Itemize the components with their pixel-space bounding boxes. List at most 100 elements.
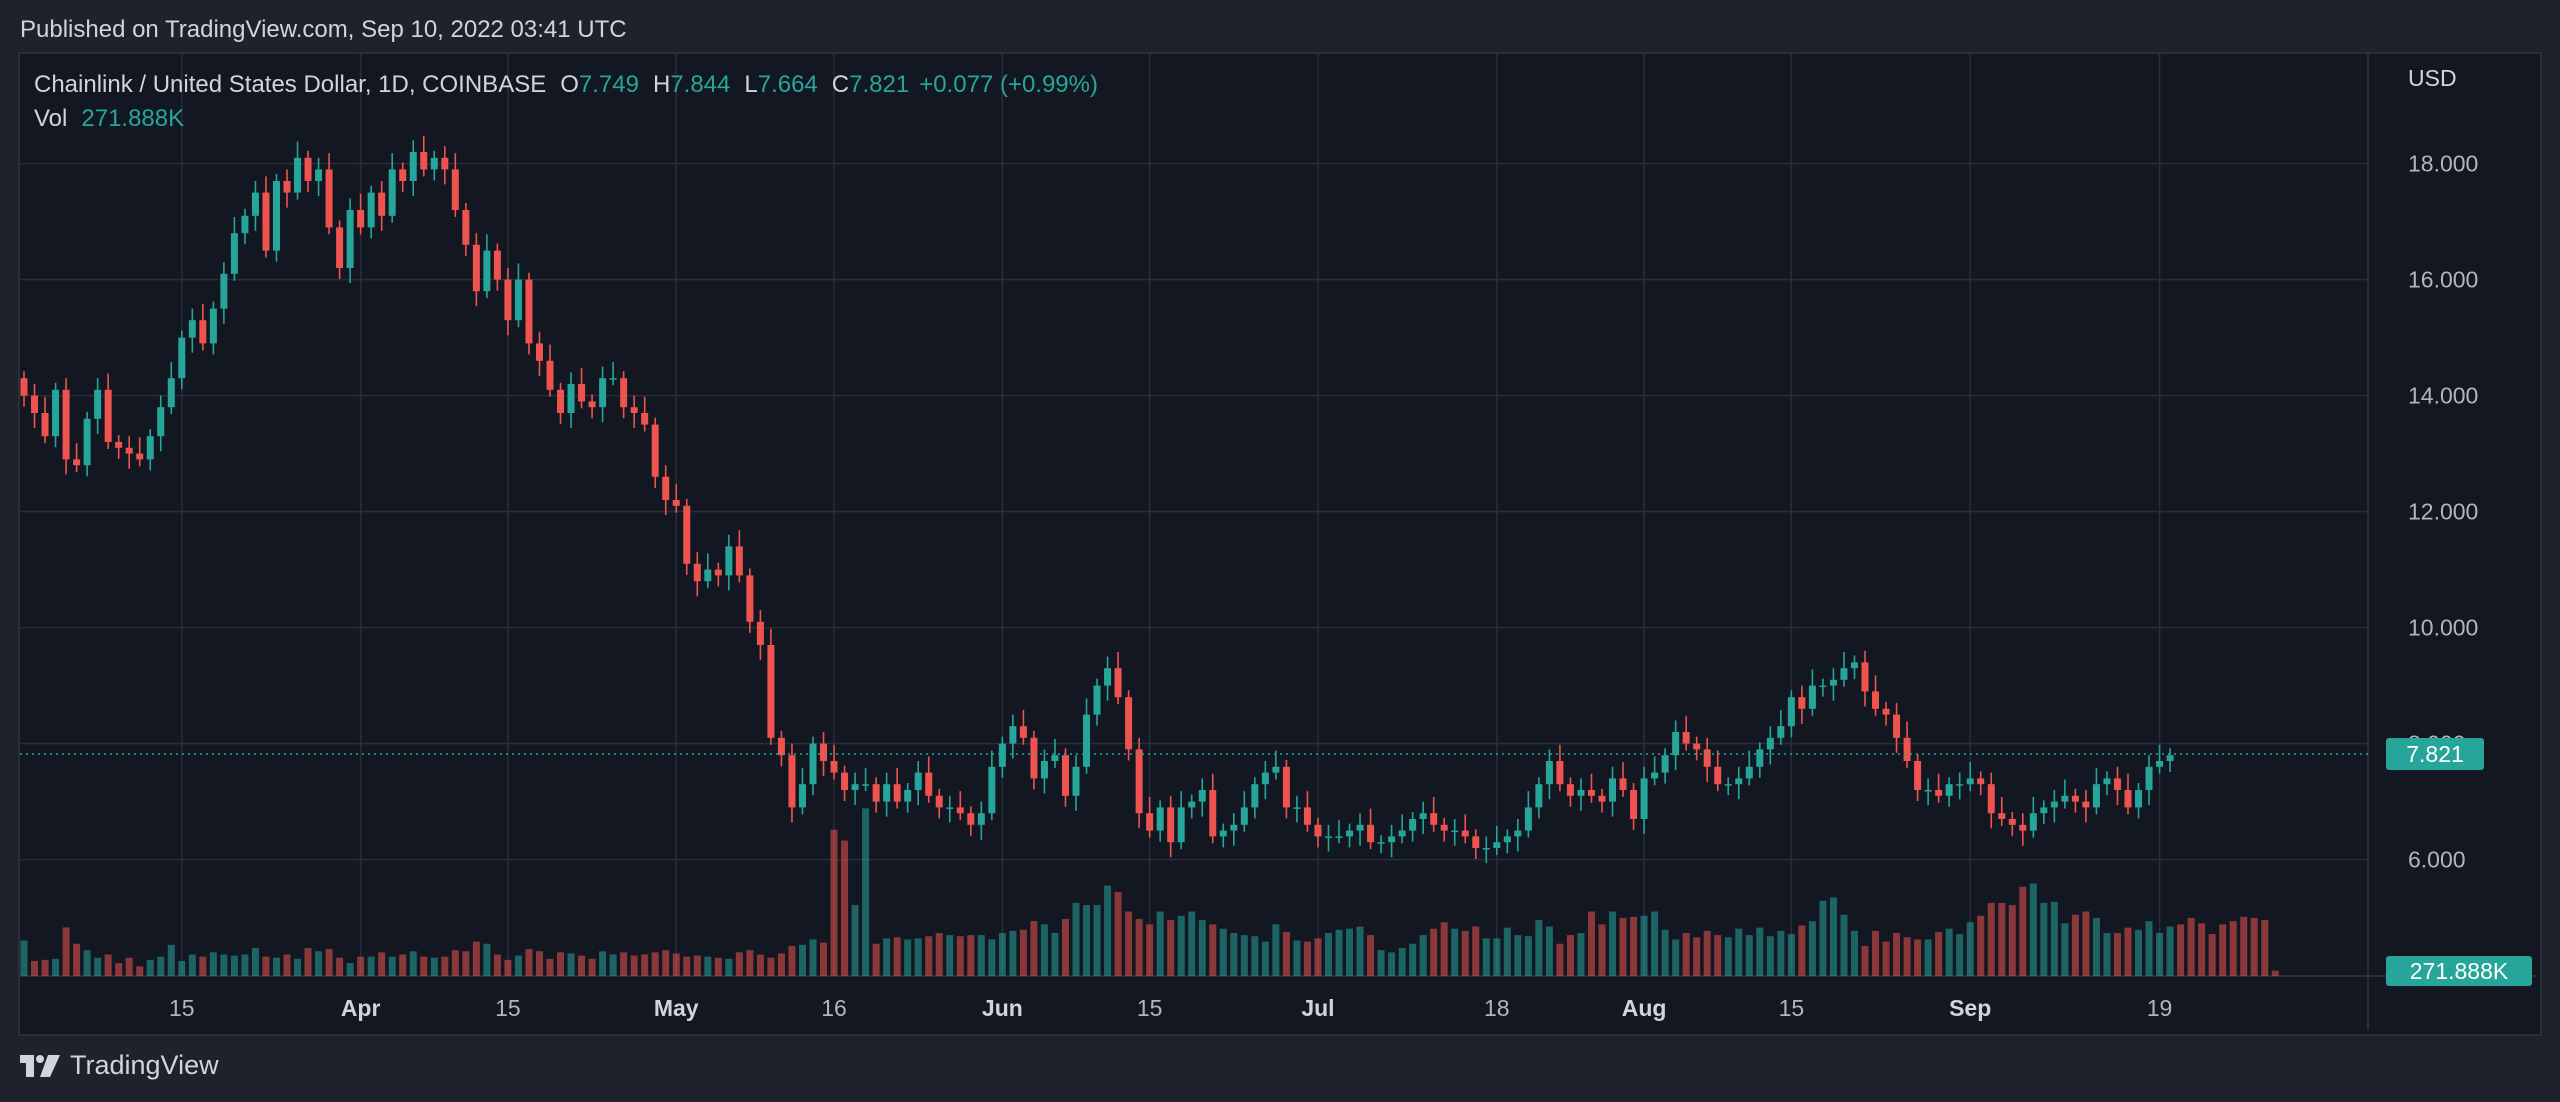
candle-body[interactable] xyxy=(525,279,533,344)
candle-body[interactable] xyxy=(2166,755,2174,761)
candle-body[interactable] xyxy=(1356,824,1364,831)
candle-body[interactable] xyxy=(2061,795,2069,802)
candle-body[interactable] xyxy=(2156,761,2164,767)
candle-body[interactable] xyxy=(2040,807,2048,814)
candle-body[interactable] xyxy=(557,389,565,413)
candle-body[interactable] xyxy=(1314,824,1322,837)
candle-body[interactable] xyxy=(998,743,1006,767)
legend-symbol[interactable]: Chainlink / United States Dollar, 1D, CO… xyxy=(34,71,547,98)
candle-body[interactable] xyxy=(315,169,323,181)
candle-body[interactable] xyxy=(504,279,512,321)
candle-body[interactable] xyxy=(1745,766,1753,779)
candle-body[interactable] xyxy=(31,395,39,413)
candle-body[interactable] xyxy=(1083,714,1091,767)
candle-body[interactable] xyxy=(977,813,985,825)
candle-body[interactable] xyxy=(2071,795,2079,802)
candle-body[interactable] xyxy=(1545,761,1553,785)
candle-body[interactable] xyxy=(1661,755,1669,773)
candle-body[interactable] xyxy=(2082,801,2090,808)
candle-body[interactable] xyxy=(1125,697,1133,750)
candle-body[interactable] xyxy=(1135,749,1143,814)
candle-body[interactable] xyxy=(1367,824,1375,843)
candle-body[interactable] xyxy=(209,308,217,344)
candle-body[interactable] xyxy=(483,250,491,292)
candle-body[interactable] xyxy=(94,389,102,419)
candle-body[interactable] xyxy=(1724,784,1732,786)
candle-body[interactable] xyxy=(1261,772,1269,785)
candle-body[interactable] xyxy=(1440,824,1448,831)
candle-body[interactable] xyxy=(1324,836,1332,838)
candle-body[interactable] xyxy=(1882,708,1890,715)
candle-body[interactable] xyxy=(1209,790,1217,837)
candle-body[interactable] xyxy=(1966,778,1974,785)
candle-body[interactable] xyxy=(241,215,249,234)
candle-body[interactable] xyxy=(862,784,870,786)
candle-body[interactable] xyxy=(2145,766,2153,790)
candle-body[interactable] xyxy=(704,569,712,582)
candle-body[interactable] xyxy=(935,795,943,808)
candle-body[interactable] xyxy=(1009,726,1017,744)
candle-body[interactable] xyxy=(52,389,60,437)
candle-body[interactable] xyxy=(1566,784,1574,796)
candle-body[interactable] xyxy=(725,546,733,576)
candle-body[interactable] xyxy=(820,743,828,761)
candle-body[interactable] xyxy=(1630,790,1638,819)
candle-body[interactable] xyxy=(546,360,554,390)
candle-body[interactable] xyxy=(2092,784,2100,808)
candle-body[interactable] xyxy=(294,157,302,193)
candle-body[interactable] xyxy=(841,772,849,790)
candle-body[interactable] xyxy=(62,389,70,460)
candle-body[interactable] xyxy=(1524,807,1532,831)
candle-body[interactable] xyxy=(1040,761,1048,779)
candle-body[interactable] xyxy=(1503,836,1511,843)
candle-body[interactable] xyxy=(1282,766,1290,808)
candle-body[interactable] xyxy=(493,250,501,280)
candle-body[interactable] xyxy=(1598,795,1606,802)
candle-body[interactable] xyxy=(956,807,964,814)
candle-body[interactable] xyxy=(872,784,880,802)
candle-body[interactable] xyxy=(1714,766,1722,785)
candle-body[interactable] xyxy=(925,772,933,796)
chart-frame[interactable] xyxy=(18,52,2542,1036)
candle-body[interactable] xyxy=(2124,790,2132,808)
candle-body[interactable] xyxy=(1808,685,1816,709)
candle-body[interactable] xyxy=(283,181,291,193)
candle-body[interactable] xyxy=(1819,685,1827,688)
candle-body[interactable] xyxy=(2050,801,2058,808)
candle-body[interactable] xyxy=(683,505,691,564)
candle-body[interactable] xyxy=(199,320,207,344)
candle-body[interactable] xyxy=(1019,726,1027,738)
candle-body[interactable] xyxy=(441,157,449,170)
candle-body[interactable] xyxy=(1850,662,1858,669)
candle-body[interactable] xyxy=(1577,790,1585,796)
candle-body[interactable] xyxy=(1987,784,1995,814)
candle-body[interactable] xyxy=(462,210,470,245)
candle-body[interactable] xyxy=(1787,697,1795,727)
candle-body[interactable] xyxy=(777,737,785,756)
candle-body[interactable] xyxy=(1167,807,1175,843)
candle-body[interactable] xyxy=(809,743,817,785)
candle-body[interactable] xyxy=(535,343,543,361)
candle-body[interactable] xyxy=(1535,784,1543,808)
candle-body[interactable] xyxy=(420,152,428,170)
candle-body[interactable] xyxy=(262,192,270,251)
candle-body[interactable] xyxy=(756,621,764,645)
candle-body[interactable] xyxy=(1093,685,1101,715)
candle-body[interactable] xyxy=(1451,830,1459,833)
candle-body[interactable] xyxy=(1240,807,1248,825)
footer-brand[interactable]: TradingView xyxy=(20,1050,219,1081)
candle-body[interactable] xyxy=(946,807,954,809)
candle-body[interactable] xyxy=(1619,778,1627,790)
candle-body[interactable] xyxy=(1472,836,1480,848)
candle-body[interactable] xyxy=(1587,790,1595,796)
candle-body[interactable] xyxy=(967,813,975,825)
candle-body[interactable] xyxy=(514,279,522,321)
candle-body[interactable] xyxy=(1640,778,1648,819)
candle-body[interactable] xyxy=(1072,766,1080,796)
candle-body[interactable] xyxy=(357,210,365,228)
candle-body[interactable] xyxy=(1945,784,1953,796)
candle-body[interactable] xyxy=(620,378,628,408)
candle-body[interactable] xyxy=(472,244,480,292)
candle-body[interactable] xyxy=(1998,813,2006,819)
candle-body[interactable] xyxy=(1556,761,1564,785)
